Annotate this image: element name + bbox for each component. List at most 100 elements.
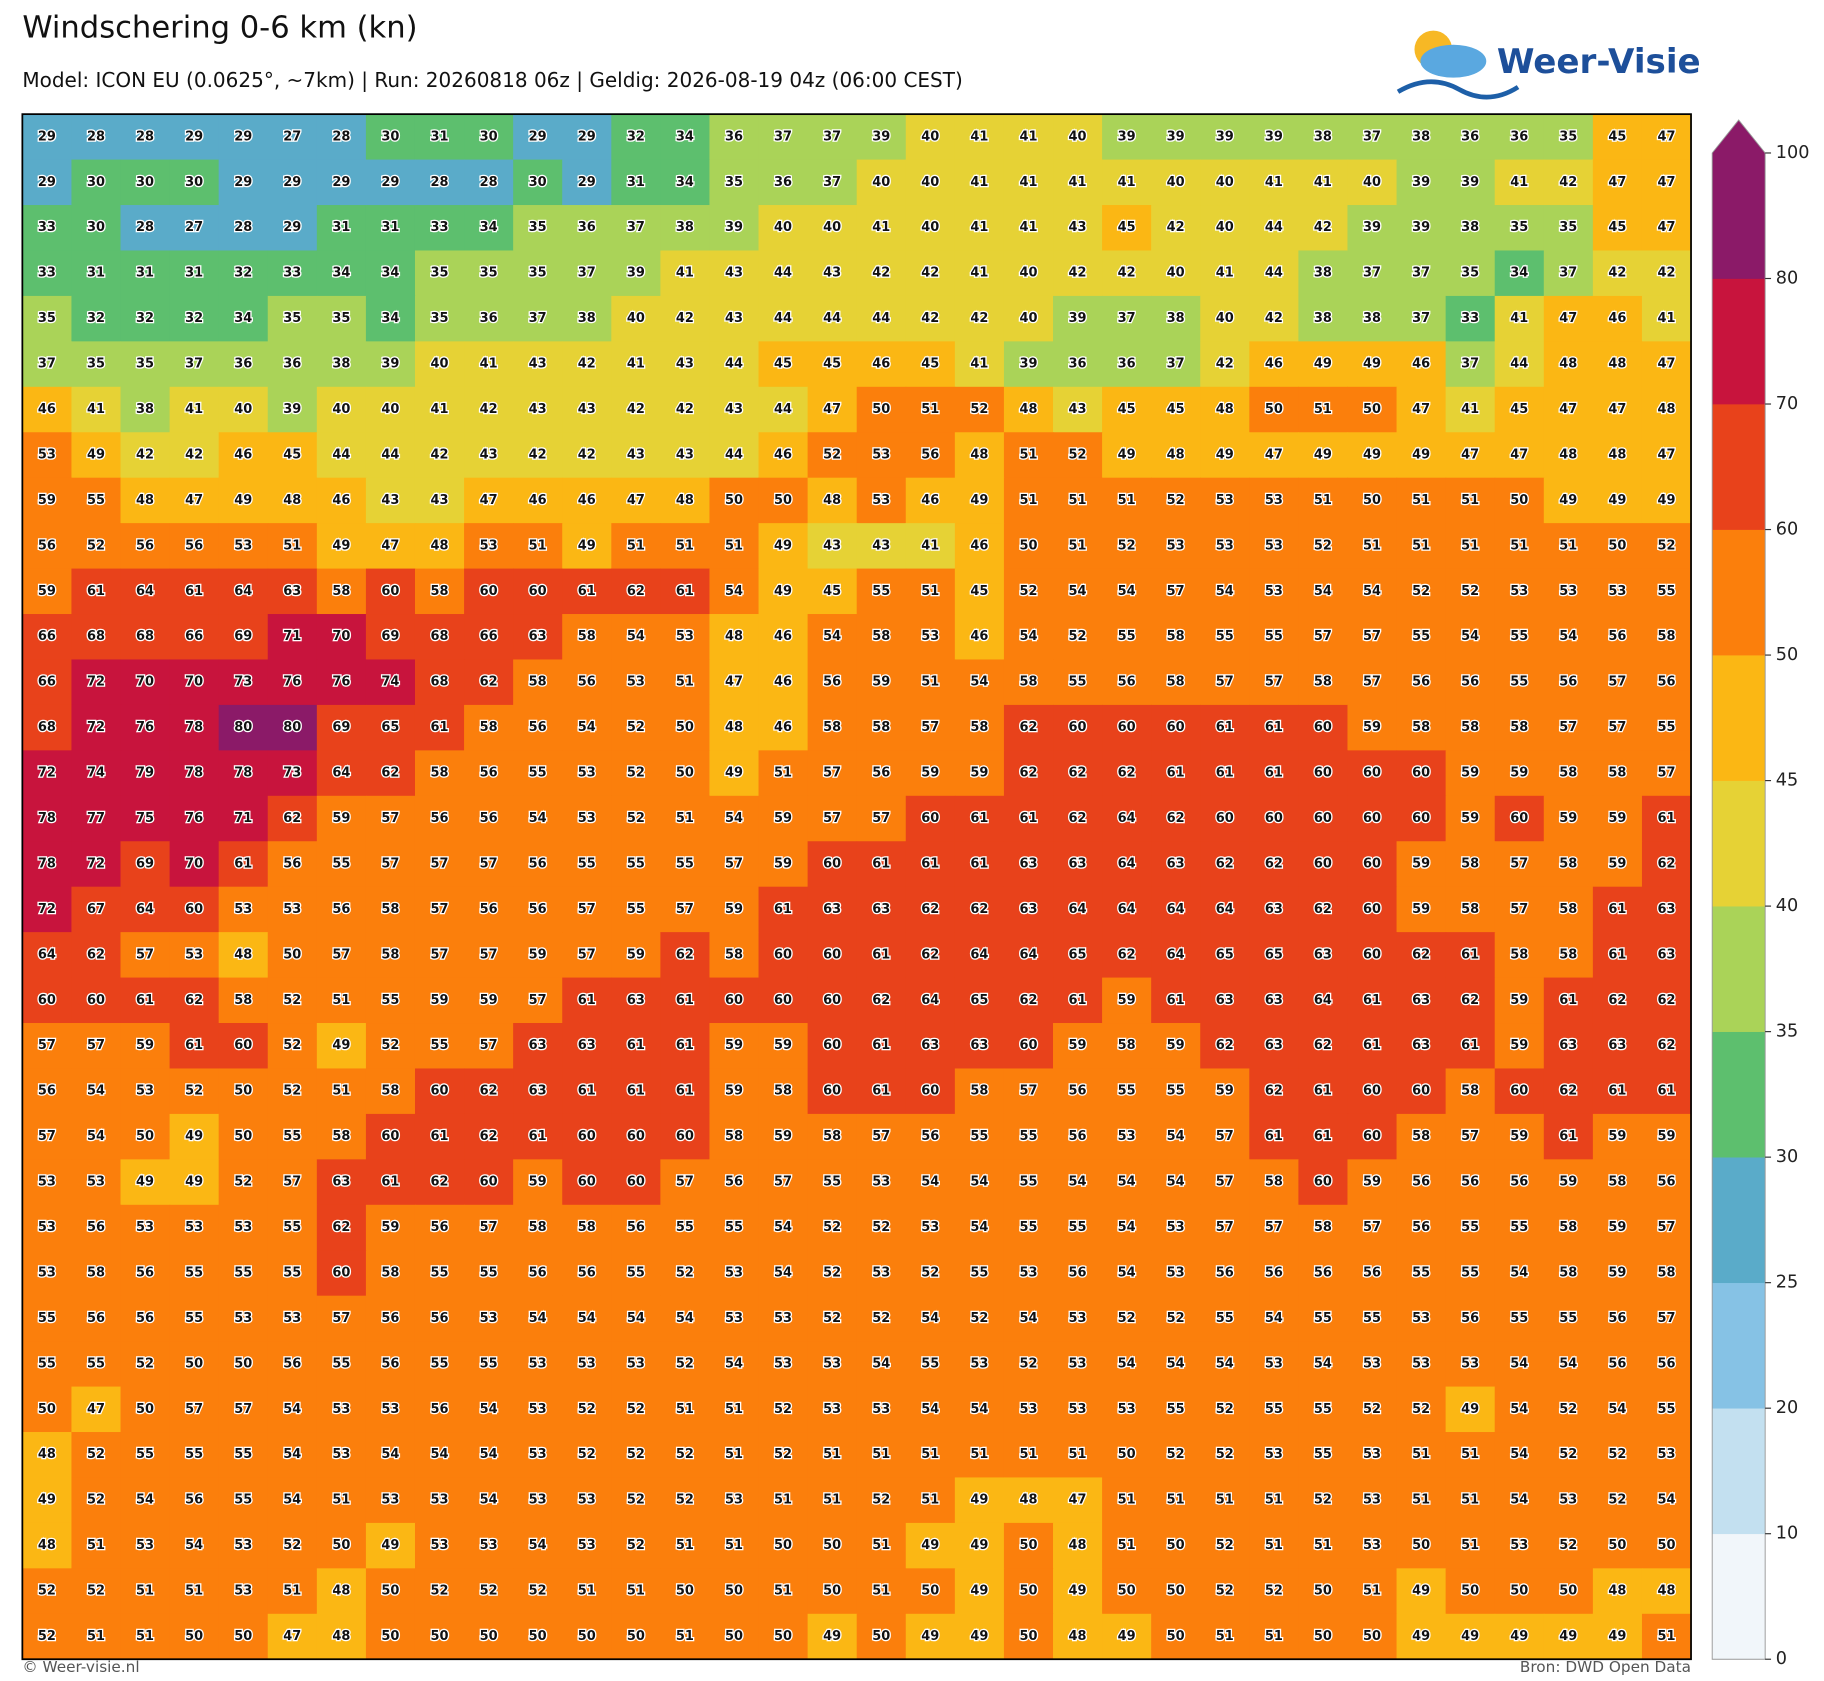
shear-cell — [120, 159, 171, 206]
shear-cell — [1543, 659, 1594, 706]
shear-value: 59 — [1608, 1220, 1626, 1235]
shear-value: 52 — [627, 1447, 645, 1462]
shear-value: 44 — [1265, 220, 1283, 235]
shear-cell — [1151, 704, 1201, 751]
shear-cell — [1003, 1113, 1054, 1160]
shear-cell — [169, 795, 220, 842]
shear-cell — [1249, 523, 1299, 570]
shear-value: 42 — [1118, 266, 1136, 281]
shear-cell — [1102, 1159, 1152, 1206]
shear-value: 59 — [1118, 993, 1136, 1008]
shear-value: 55 — [480, 1356, 498, 1371]
shear-value: 80 — [234, 720, 252, 735]
shear-cell — [1102, 1522, 1152, 1569]
shear-cell — [513, 841, 563, 888]
shear-value: 54 — [87, 1084, 105, 1099]
shear-cell — [660, 614, 711, 661]
shear-value: 56 — [283, 856, 301, 871]
shear-value: 40 — [872, 175, 890, 190]
shear-value: 38 — [676, 220, 694, 235]
shear-cell — [1053, 1568, 1103, 1615]
shear-value: 50 — [676, 766, 694, 781]
shear-value: 44 — [823, 311, 841, 326]
shear-value: 60 — [823, 1038, 841, 1053]
shear-cell — [1200, 1113, 1250, 1160]
colorbar-tick-label: 0 — [1776, 1649, 1787, 1669]
shear-value: 52 — [283, 1038, 301, 1053]
shear-cell — [905, 477, 956, 524]
shear-value: 51 — [87, 1629, 105, 1644]
shear-value: 56 — [1314, 1265, 1332, 1280]
shear-cell — [513, 1432, 563, 1479]
shear-cell — [71, 659, 122, 706]
shear-cell — [1298, 1068, 1349, 1115]
shear-value: 63 — [823, 902, 841, 917]
shear-value: 56 — [1559, 675, 1577, 690]
shear-value: 70 — [185, 856, 203, 871]
shear-cell — [1151, 1250, 1201, 1297]
shear-value: 50 — [185, 1629, 203, 1644]
shear-value: 49 — [185, 1129, 203, 1144]
shear-value: 51 — [1363, 538, 1381, 553]
shear-value: 62 — [431, 1175, 449, 1190]
shear-value: 51 — [87, 1538, 105, 1553]
shear-cell — [414, 250, 465, 297]
shear-value: 62 — [332, 1220, 350, 1235]
shear-cell — [1249, 1113, 1299, 1160]
shear-cell — [513, 1522, 563, 1569]
shear-value: 56 — [1510, 1175, 1528, 1190]
shear-value: 59 — [431, 993, 449, 1008]
shear-value: 53 — [1118, 1129, 1136, 1144]
shear-cell — [316, 1023, 367, 1070]
shear-cell — [1592, 1477, 1643, 1524]
shear-cell — [807, 932, 858, 979]
shear-value: 69 — [332, 720, 350, 735]
shear-cell — [1396, 886, 1447, 933]
shear-cell — [1102, 614, 1152, 661]
shear-cell — [1249, 1023, 1299, 1070]
shear-value: 60 — [1363, 1129, 1381, 1144]
shear-value: 55 — [872, 584, 890, 599]
shear-value: 48 — [136, 493, 154, 508]
shear-value: 53 — [480, 1538, 498, 1553]
shear-value: 61 — [136, 993, 154, 1008]
shear-value: 43 — [725, 402, 743, 417]
shear-cell — [856, 432, 907, 479]
shear-cell — [709, 1204, 760, 1251]
shear-cell — [1543, 386, 1594, 433]
shear-value: 37 — [823, 129, 841, 144]
shear-value: 63 — [332, 1175, 350, 1190]
shear-value: 54 — [921, 1175, 939, 1190]
shear-value: 49 — [332, 538, 350, 553]
shear-cell — [1445, 114, 1496, 161]
shear-cell — [709, 295, 760, 342]
shear-cell — [71, 159, 122, 206]
shear-value: 57 — [921, 720, 939, 735]
shear-value: 59 — [1216, 1084, 1234, 1099]
shear-cell — [758, 795, 809, 842]
shear-value: 62 — [1216, 856, 1234, 871]
shear-value: 41 — [970, 129, 988, 144]
shear-value: 57 — [872, 811, 890, 826]
shear-cell — [1494, 1023, 1545, 1070]
shear-cell — [365, 1568, 416, 1615]
shear-cell — [1396, 1250, 1447, 1297]
shear-cell — [1003, 750, 1054, 797]
shear-cell — [513, 1204, 563, 1251]
shear-cell — [1003, 159, 1054, 206]
shear-value: 69 — [234, 629, 252, 644]
shear-value: 56 — [1412, 1220, 1430, 1235]
shear-value: 53 — [480, 538, 498, 553]
shear-cell — [1298, 523, 1349, 570]
shear-cell — [1053, 114, 1103, 161]
shear-cell — [120, 477, 171, 524]
shear-cell — [120, 523, 171, 570]
shear-cell — [660, 1295, 711, 1342]
shear-cell — [1053, 1613, 1103, 1660]
shear-cell — [954, 1023, 1005, 1070]
shear-cell — [22, 568, 73, 615]
shear-value: 50 — [921, 1584, 939, 1599]
shear-cell — [1298, 1341, 1349, 1388]
shear-cell — [22, 1477, 73, 1524]
shear-value: 64 — [38, 947, 56, 962]
